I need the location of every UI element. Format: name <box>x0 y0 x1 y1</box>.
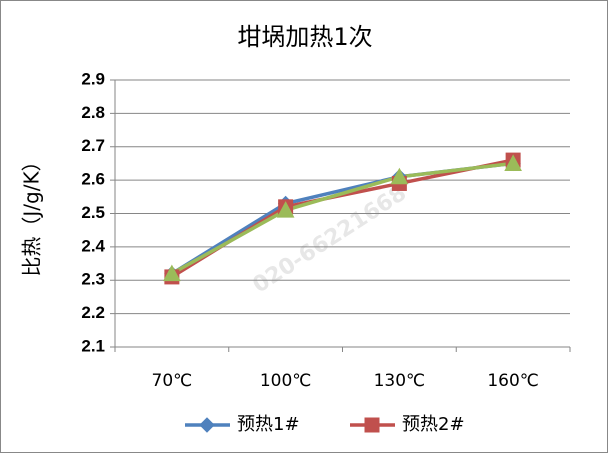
y-tick-label: 2.5 <box>81 203 105 222</box>
legend-marker <box>364 417 380 433</box>
y-tick-label: 2.2 <box>81 303 105 322</box>
y-tick-label: 2.6 <box>81 170 105 189</box>
data-point <box>163 264 181 282</box>
y-tick-label: 2.4 <box>81 236 105 255</box>
x-tick-label: 130℃ <box>374 371 426 391</box>
data-point <box>276 201 295 218</box>
y-tick-label: 2.8 <box>81 103 105 122</box>
series-line <box>171 161 514 276</box>
x-tick-label: 160℃ <box>487 371 539 391</box>
y-tick-label: 2.1 <box>81 336 105 355</box>
y-tick-label: 2.7 <box>81 136 105 155</box>
chart-title: 坩埚加热1次 <box>237 23 372 51</box>
x-tick-label: 100℃ <box>260 371 312 391</box>
legend-label: 预热2# <box>402 414 465 435</box>
x-tick-label: 70℃ <box>152 371 193 391</box>
data-point <box>504 154 522 171</box>
y-tick-label: 2.3 <box>81 270 105 289</box>
legend-marker <box>199 417 215 433</box>
data-point <box>390 167 409 185</box>
y-tick-label: 2.9 <box>81 69 105 88</box>
y-axis-label: 比热（J/g/K） <box>20 151 44 276</box>
legend-label: 预热1# <box>237 414 300 435</box>
